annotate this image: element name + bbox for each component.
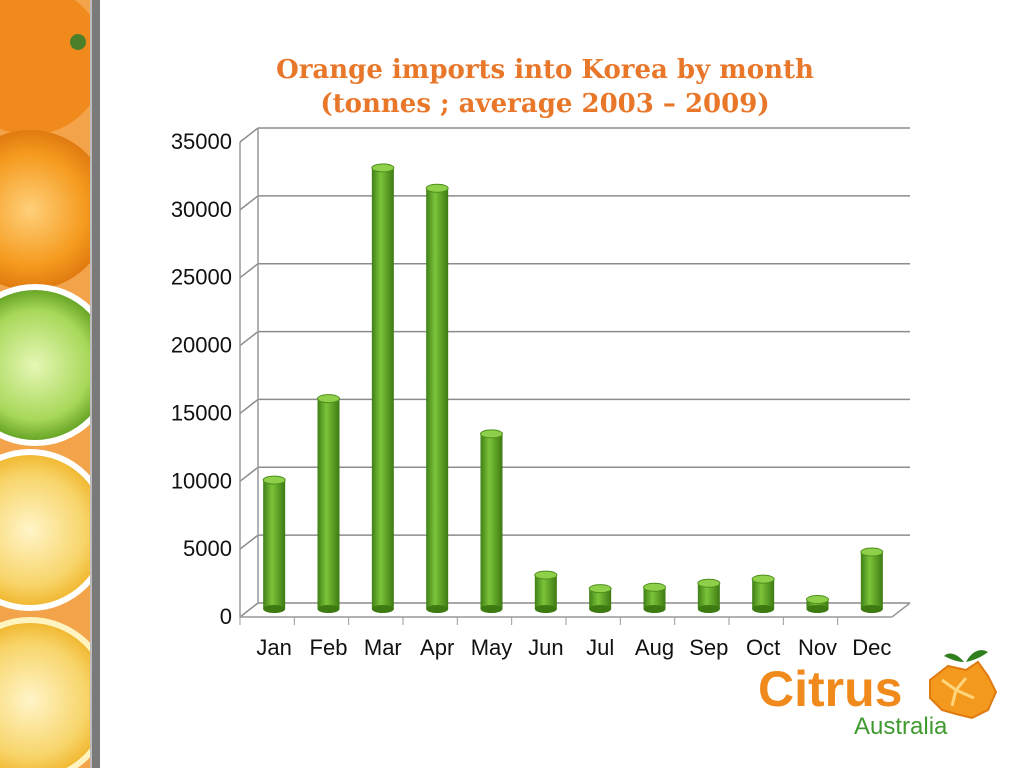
bar-cap xyxy=(588,584,612,594)
axes xyxy=(239,128,911,625)
floor-right-edge xyxy=(891,602,911,618)
bar-body xyxy=(534,575,557,609)
bar-cap xyxy=(751,574,775,584)
bar-base xyxy=(317,605,340,613)
bar xyxy=(262,475,286,613)
bar-cap xyxy=(643,582,666,592)
bar-base xyxy=(697,605,720,613)
bar-body xyxy=(371,167,394,609)
gridline-side xyxy=(239,534,259,550)
bar xyxy=(371,163,395,613)
x-tick-label: May xyxy=(471,635,513,660)
x-tick-label: Sep xyxy=(689,635,728,660)
chart-subtitle: (tonnes ; average 2003 – 2009) xyxy=(320,89,769,119)
x-tick-label: Aug xyxy=(635,635,674,660)
bar xyxy=(534,570,558,613)
bar-base xyxy=(426,605,449,613)
x-tick-label: Jan xyxy=(256,635,291,660)
citrus-australia-logo: Citrus Australia xyxy=(758,650,998,740)
bar-cap xyxy=(697,578,721,588)
bar xyxy=(480,429,503,613)
bar-body xyxy=(860,552,883,609)
bar xyxy=(425,183,449,613)
citrus-slices-decoration xyxy=(0,0,100,768)
gridline-side xyxy=(239,330,259,347)
gridline-side xyxy=(239,466,259,482)
chart-title: Orange imports into Korea by month xyxy=(276,55,814,85)
gridline-side xyxy=(239,602,259,618)
bars xyxy=(262,163,884,613)
gridlines xyxy=(239,127,910,618)
bar-body xyxy=(697,583,720,609)
y-tick-label: 0 xyxy=(220,604,232,629)
bar xyxy=(588,584,612,613)
gridline-side xyxy=(239,127,259,143)
x-tick-label: Mar xyxy=(364,635,402,660)
bar-base xyxy=(371,605,394,613)
bar-base xyxy=(806,605,829,613)
bar-body xyxy=(643,587,666,609)
bar-base xyxy=(860,605,883,613)
y-tick-label: 20000 xyxy=(171,333,232,358)
bar xyxy=(806,595,829,613)
bar-base xyxy=(480,605,503,613)
y-tick-labels: 0 5000 10000 15000 20000 25000 30000 35000 xyxy=(171,129,232,629)
y-tick-label: 10000 xyxy=(171,468,232,493)
bar-cap xyxy=(480,429,503,439)
bar-cap xyxy=(425,183,449,193)
bar xyxy=(317,394,340,613)
logo-subtitle: Australia xyxy=(854,713,948,740)
gridline-side xyxy=(239,195,259,211)
y-tick-label: 5000 xyxy=(183,536,232,561)
gridline-side xyxy=(239,398,259,415)
x-tick-label: Nov xyxy=(798,635,837,660)
y-tick-label: 15000 xyxy=(171,400,232,425)
y-tick-label: 30000 xyxy=(171,197,232,222)
bar-cap xyxy=(860,547,884,557)
orange-australia-map-icon xyxy=(929,650,998,720)
bar-base xyxy=(263,605,286,613)
bar-base xyxy=(643,605,666,613)
bar-body xyxy=(589,588,612,609)
gridline-side xyxy=(239,263,259,279)
bar-body xyxy=(806,599,829,609)
bar-base xyxy=(534,605,557,613)
bar-cap xyxy=(317,394,340,404)
logo-wordmark: Citrus xyxy=(758,661,902,717)
bar-body xyxy=(752,579,775,609)
x-tick-label: Feb xyxy=(310,635,348,660)
bar-cap xyxy=(262,475,286,485)
x-tick-label: Apr xyxy=(420,635,454,660)
x-tick-labels: Jan Feb Mar Apr May Jun Jul Aug Sep Oct Nov Dec xyxy=(256,635,891,660)
bar xyxy=(643,582,666,613)
bar-cap xyxy=(806,595,829,604)
bar-body xyxy=(480,433,503,609)
bar-base xyxy=(589,605,612,613)
bar xyxy=(860,547,884,613)
bar-cap xyxy=(534,570,558,580)
x-tick-label: Jul xyxy=(586,635,614,660)
x-tick-label: Jun xyxy=(528,635,563,660)
bar-body xyxy=(263,480,286,609)
bar xyxy=(751,574,775,613)
y-tick-label: 35000 xyxy=(171,129,232,154)
bar-base xyxy=(752,605,775,613)
x-tick-label: Oct xyxy=(746,635,780,660)
y-tick-label: 25000 xyxy=(171,265,232,290)
bar-cap xyxy=(371,163,395,173)
bar-body xyxy=(317,398,340,609)
bar-body xyxy=(426,188,449,610)
bar xyxy=(697,578,721,613)
x-tick-label: Dec xyxy=(852,635,891,660)
